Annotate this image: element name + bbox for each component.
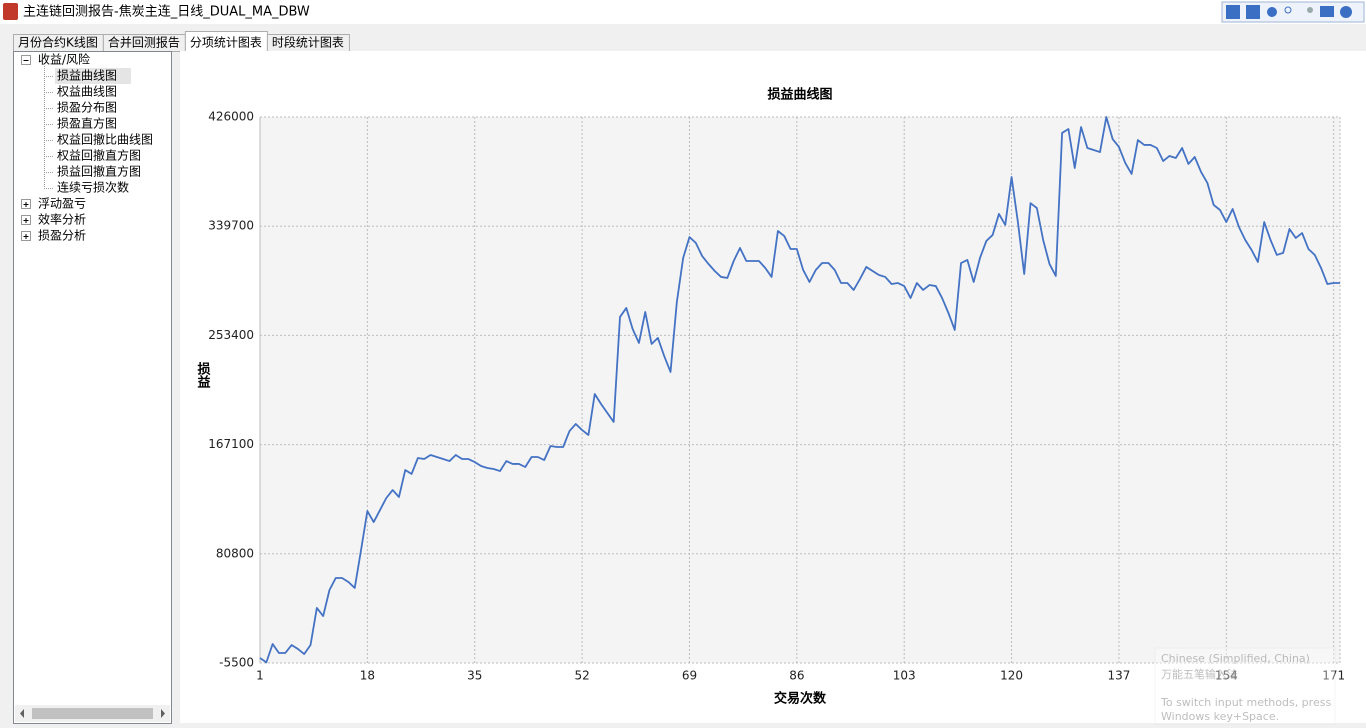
- x-tick-label: 1: [256, 669, 264, 683]
- selection: [55, 68, 131, 84]
- x-tick-label: 171: [1322, 669, 1345, 683]
- x-tick-label: 120: [1000, 669, 1023, 683]
- x-axis-label: 交易次数: [774, 691, 827, 707]
- app-icon: [3, 3, 18, 20]
- y-tick-label: 339700: [208, 219, 254, 233]
- tree-node[interactable]: 权益回撤比曲线图: [57, 132, 153, 147]
- x-tick-label: 35: [467, 669, 482, 683]
- x-tick-label: 137: [1107, 669, 1130, 683]
- ime-hint: To switch input methods, press: [1160, 696, 1331, 709]
- tab-label[interactable]: 分项统计图表: [190, 36, 262, 50]
- tree: 收益/风险损益曲线图权益曲线图损盈分布图损盈直方图权益回撤比曲线图权益回撤直方图…: [21, 52, 153, 243]
- profit-line: [259, 116, 1340, 664]
- tree-node[interactable]: 权益曲线图: [57, 85, 117, 99]
- x-tick-label: 18: [360, 669, 375, 683]
- tree-node[interactable]: 浮动盈亏: [38, 197, 86, 211]
- tree-scrollbar: [15, 705, 170, 722]
- ime-toolbar: [1221, 1, 1365, 23]
- ime-language: Chinese (Simplified, China): [1161, 652, 1310, 665]
- x-tick-label: 69: [682, 669, 697, 683]
- tree-node[interactable]: 收益/风险: [38, 52, 90, 67]
- chart: 损益曲线图 损益 交易次数 -5500 80800 167100 253400 3397…: [195, 87, 1346, 707]
- tab-strip: 月份合约K线图 合并回测报告 分项统计图表 时段统计图表: [13, 31, 350, 52]
- y-tick-label: -5500: [219, 656, 254, 670]
- tree-node[interactable]: 损盈分析: [38, 229, 86, 243]
- tree-node[interactable]: 连续亏损次数: [57, 180, 129, 195]
- y-tick-label: 253400: [208, 328, 254, 342]
- ime-hint: Windows key+Space.: [1161, 710, 1279, 723]
- tree-node[interactable]: 损益回撤直方图: [57, 164, 141, 179]
- window-title: 主连链回测报告-焦炭主连_日线_DUAL_MA_DBW: [23, 4, 310, 20]
- x-tick-label: 86: [789, 669, 804, 683]
- tree-node[interactable]: 损盈分布图: [57, 101, 117, 115]
- tree-node[interactable]: 效率分析: [38, 212, 86, 227]
- tree-panel: [13, 51, 172, 724]
- ime-popup: Chinese (Simplified, China) 万能五笔输入法 To s…: [1154, 647, 1336, 725]
- chart-title: 损益曲线图: [767, 87, 832, 103]
- tree-node[interactable]: 损盈直方图: [57, 116, 117, 131]
- title-bar: [0, 0, 1366, 24]
- plot-area: [259, 116, 1341, 664]
- y-axis-label: 损益: [195, 361, 211, 389]
- y-tick-label: 80800: [216, 546, 254, 560]
- ime-method: 万能五笔输入法: [1161, 667, 1238, 681]
- y-tick-label: 167100: [208, 437, 254, 451]
- y-tick-label: 426000: [208, 110, 254, 124]
- tree-node[interactable]: 损益曲线图: [57, 69, 117, 83]
- x-tick-label: 52: [574, 669, 589, 683]
- tree-node[interactable]: 权益回撤直方图: [57, 148, 141, 163]
- tab-label[interactable]: 月份合约K线图: [18, 35, 98, 50]
- tab-label[interactable]: 合并回测报告: [108, 35, 180, 50]
- x-tick-label: 154: [1215, 669, 1238, 683]
- tab-label[interactable]: 时段统计图表: [272, 35, 344, 50]
- x-tick-label: 103: [893, 669, 916, 683]
